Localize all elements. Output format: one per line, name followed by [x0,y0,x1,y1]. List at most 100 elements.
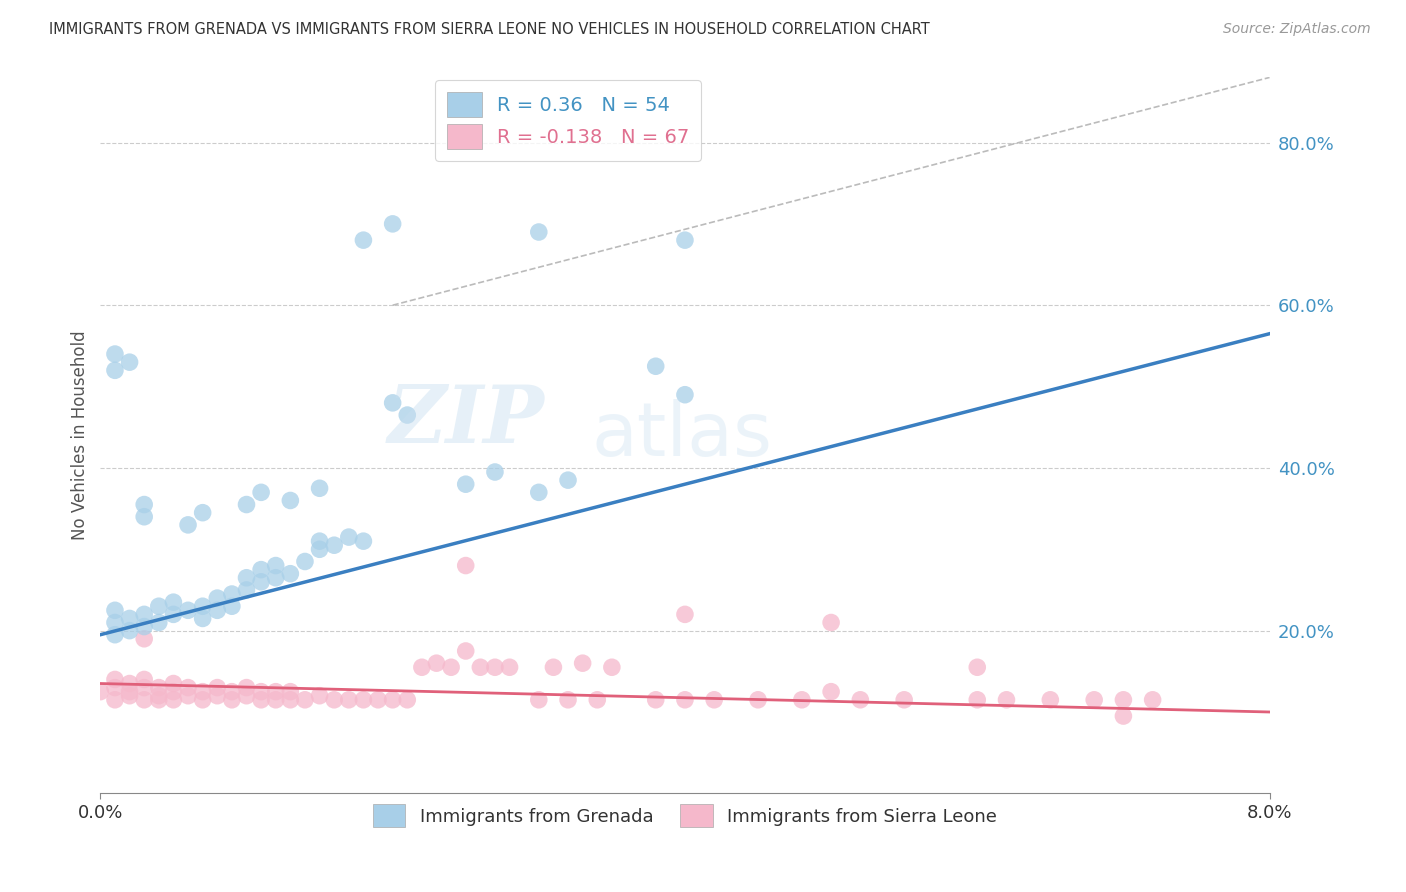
Point [966,693,988,707]
Point [454,477,477,491]
Point [104,363,127,377]
Point [484,660,506,674]
Point [264,684,287,698]
Point [118,355,141,369]
Point [644,693,666,707]
Point [337,693,360,707]
Point [162,684,184,698]
Text: atlas: atlas [592,399,772,472]
Point [250,485,273,500]
Point [177,689,200,703]
Point [191,693,214,707]
Point [673,693,696,707]
Point [280,493,302,508]
Point [586,693,609,707]
Point [1112,693,1135,707]
Point [191,684,214,698]
Point [527,225,550,239]
Point [600,660,623,674]
Point [250,563,273,577]
Point [411,660,433,674]
Text: IMMIGRANTS FROM GRENADA VS IMMIGRANTS FROM SIERRA LEONE NO VEHICLES IN HOUSEHOLD: IMMIGRANTS FROM GRENADA VS IMMIGRANTS FR… [49,22,929,37]
Point [527,693,550,707]
Point [352,693,374,707]
Point [191,506,214,520]
Point [104,615,127,630]
Point [323,538,346,552]
Point [673,233,696,247]
Point [454,558,477,573]
Point [352,534,374,549]
Point [484,465,506,479]
Point [134,632,156,646]
Point [425,656,447,670]
Point [162,676,184,690]
Point [235,689,257,703]
Point [396,408,419,422]
Point [104,673,127,687]
Point [352,233,374,247]
Point [235,681,257,695]
Point [308,689,330,703]
Point [280,684,302,698]
Point [235,582,257,597]
Point [995,693,1018,707]
Point [381,396,404,410]
Point [294,693,316,707]
Point [747,693,769,707]
Point [470,660,492,674]
Point [308,542,330,557]
Y-axis label: No Vehicles in Household: No Vehicles in Household [72,331,89,541]
Point [134,681,156,695]
Point [104,628,127,642]
Point [104,603,127,617]
Text: Source: ZipAtlas.com: Source: ZipAtlas.com [1223,22,1371,37]
Point [162,595,184,609]
Point [308,481,330,495]
Point [134,607,156,622]
Point [790,693,813,707]
Point [148,599,170,614]
Point [118,676,141,690]
Point [250,684,273,698]
Point [104,693,127,707]
Point [1039,693,1062,707]
Point [1112,709,1135,723]
Point [381,217,404,231]
Point [673,388,696,402]
Point [221,693,243,707]
Point [849,693,872,707]
Point [235,498,257,512]
Point [264,571,287,585]
Point [207,591,229,606]
Point [323,693,346,707]
Point [367,693,389,707]
Point [221,599,243,614]
Point [454,644,477,658]
Point [221,684,243,698]
Point [820,684,842,698]
Point [177,681,200,695]
Point [177,603,200,617]
Point [250,574,273,589]
Point [250,693,273,707]
Point [207,603,229,617]
Point [118,611,141,625]
Point [148,689,170,703]
Point [148,681,170,695]
Point [235,571,257,585]
Text: ZIP: ZIP [388,383,544,460]
Point [557,473,579,487]
Point [966,660,988,674]
Point [703,693,725,707]
Point [644,359,666,374]
Point [104,347,127,361]
Point [543,660,565,674]
Point [148,693,170,707]
Point [162,607,184,622]
Point [264,558,287,573]
Point [134,693,156,707]
Point [118,689,141,703]
Point [162,693,184,707]
Point [440,660,463,674]
